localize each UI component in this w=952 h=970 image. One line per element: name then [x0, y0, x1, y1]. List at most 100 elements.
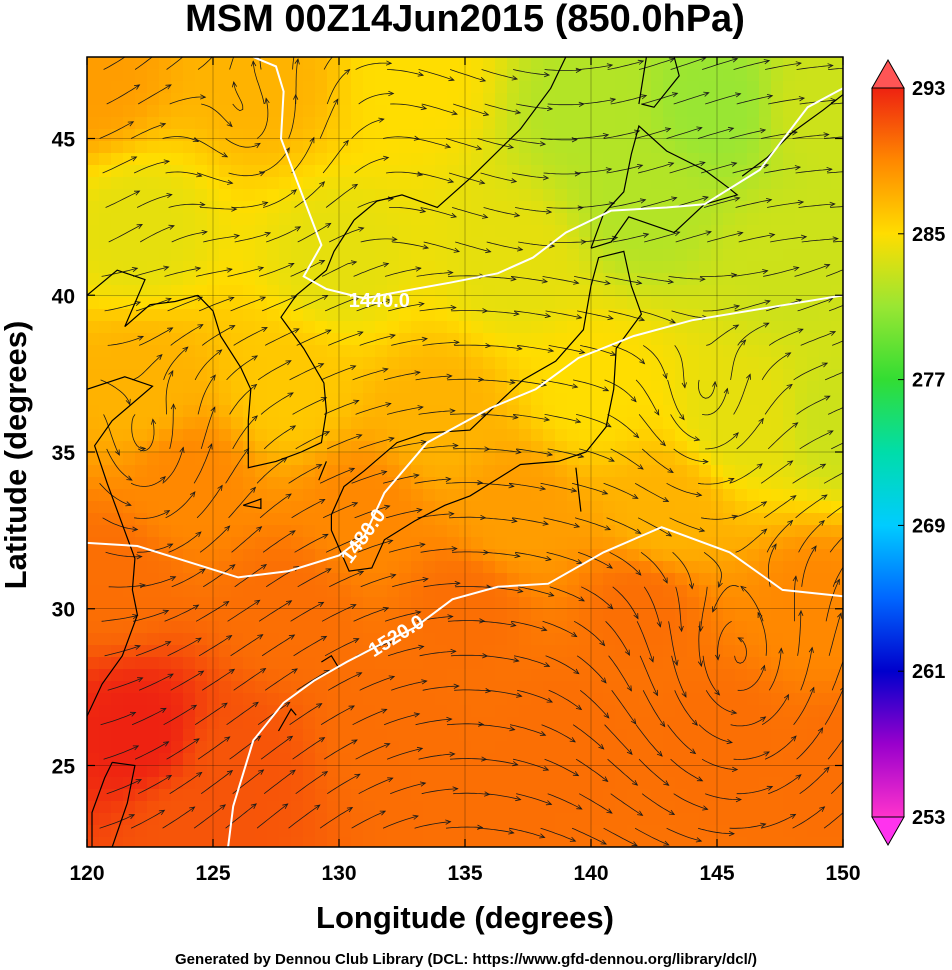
field-cell — [483, 537, 496, 550]
field-cell — [783, 441, 796, 454]
streamline-arrowhead — [254, 142, 261, 149]
field-cell — [783, 381, 796, 394]
field-cell — [231, 765, 244, 778]
streamline — [635, 128, 671, 139]
streamline-arrowhead — [452, 443, 459, 449]
field-cell — [783, 309, 796, 322]
field-cell — [471, 453, 484, 466]
field-cell — [255, 249, 268, 262]
field-cell — [771, 729, 784, 742]
field-cell — [627, 81, 640, 94]
streamline — [228, 171, 265, 177]
field-cell — [723, 417, 736, 430]
field-cell — [351, 825, 364, 838]
field-cell — [447, 789, 460, 802]
field-cell — [555, 141, 568, 154]
field-cell — [687, 525, 700, 538]
field-cell — [243, 681, 256, 694]
field-cell — [351, 93, 364, 106]
field-cell — [171, 393, 184, 406]
field-cell — [111, 273, 124, 286]
field-cell — [195, 345, 208, 358]
field-cell — [711, 825, 724, 838]
field-cell — [351, 381, 364, 394]
field-cell — [447, 573, 460, 586]
field-cell — [147, 285, 160, 298]
field-cell — [279, 177, 292, 190]
field-cell — [267, 309, 280, 322]
field-cell — [267, 645, 280, 658]
field-cell — [195, 153, 208, 166]
field-cell — [675, 585, 688, 598]
field-cell — [627, 645, 640, 658]
field-cell — [399, 693, 412, 706]
field-cell — [435, 633, 448, 646]
field-cell — [279, 225, 292, 238]
field-cell — [279, 441, 292, 454]
field-cell — [687, 333, 700, 346]
field-cell — [387, 237, 400, 250]
field-cell — [519, 825, 532, 838]
field-cell — [87, 117, 100, 130]
field-cell — [231, 741, 244, 754]
field-cell — [735, 357, 748, 370]
field-cell — [507, 225, 520, 238]
field-cell — [435, 489, 448, 502]
field-cell — [687, 393, 700, 406]
field-cell — [639, 69, 652, 82]
field-cell — [351, 129, 364, 142]
field-cell — [135, 669, 148, 682]
streamline — [257, 360, 292, 381]
field-cell — [567, 417, 580, 430]
field-cell — [567, 57, 580, 70]
streamline — [446, 482, 483, 484]
streamline — [323, 400, 359, 415]
field-cell — [819, 789, 832, 802]
field-cell — [735, 477, 748, 490]
field-cell — [339, 81, 352, 94]
field-cell — [195, 165, 208, 178]
field-cell — [375, 777, 388, 790]
field-cell — [111, 321, 124, 334]
field-cell — [255, 213, 268, 226]
field-cell — [363, 693, 376, 706]
field-cell — [231, 405, 244, 418]
field-cell — [411, 465, 424, 478]
field-cell — [315, 789, 328, 802]
field-cell — [159, 669, 172, 682]
field-cell — [303, 177, 316, 190]
field-cell — [711, 801, 724, 814]
streamline-arrowhead — [197, 324, 204, 330]
field-cell — [219, 201, 232, 214]
field-cell — [747, 141, 760, 154]
field-cell — [483, 597, 496, 610]
streamline-arrowhead — [168, 370, 174, 377]
field-cell — [147, 681, 160, 694]
field-cell — [387, 585, 400, 598]
field-cell — [555, 597, 568, 610]
field-cell — [219, 417, 232, 430]
field-cell — [207, 273, 220, 286]
field-cell — [759, 465, 772, 478]
field-cell — [111, 225, 124, 238]
field-cell — [339, 393, 352, 406]
field-cell — [723, 261, 736, 274]
streamline — [289, 363, 324, 381]
field-cell — [603, 717, 616, 730]
field-cell — [483, 669, 496, 682]
field-cell — [471, 393, 484, 406]
streamline — [386, 406, 423, 415]
streamline — [293, 295, 328, 312]
streamline — [322, 502, 358, 519]
field-cell — [723, 585, 736, 598]
field-cell — [531, 489, 544, 502]
field-cell — [339, 141, 352, 154]
field-cell — [651, 657, 664, 670]
field-cell — [483, 333, 496, 346]
field-cell — [435, 81, 448, 94]
field-cell — [639, 153, 652, 166]
field-cell — [495, 441, 508, 454]
streamline-arrowhead — [545, 555, 552, 562]
field-cell — [579, 69, 592, 82]
field-cell — [663, 369, 676, 382]
